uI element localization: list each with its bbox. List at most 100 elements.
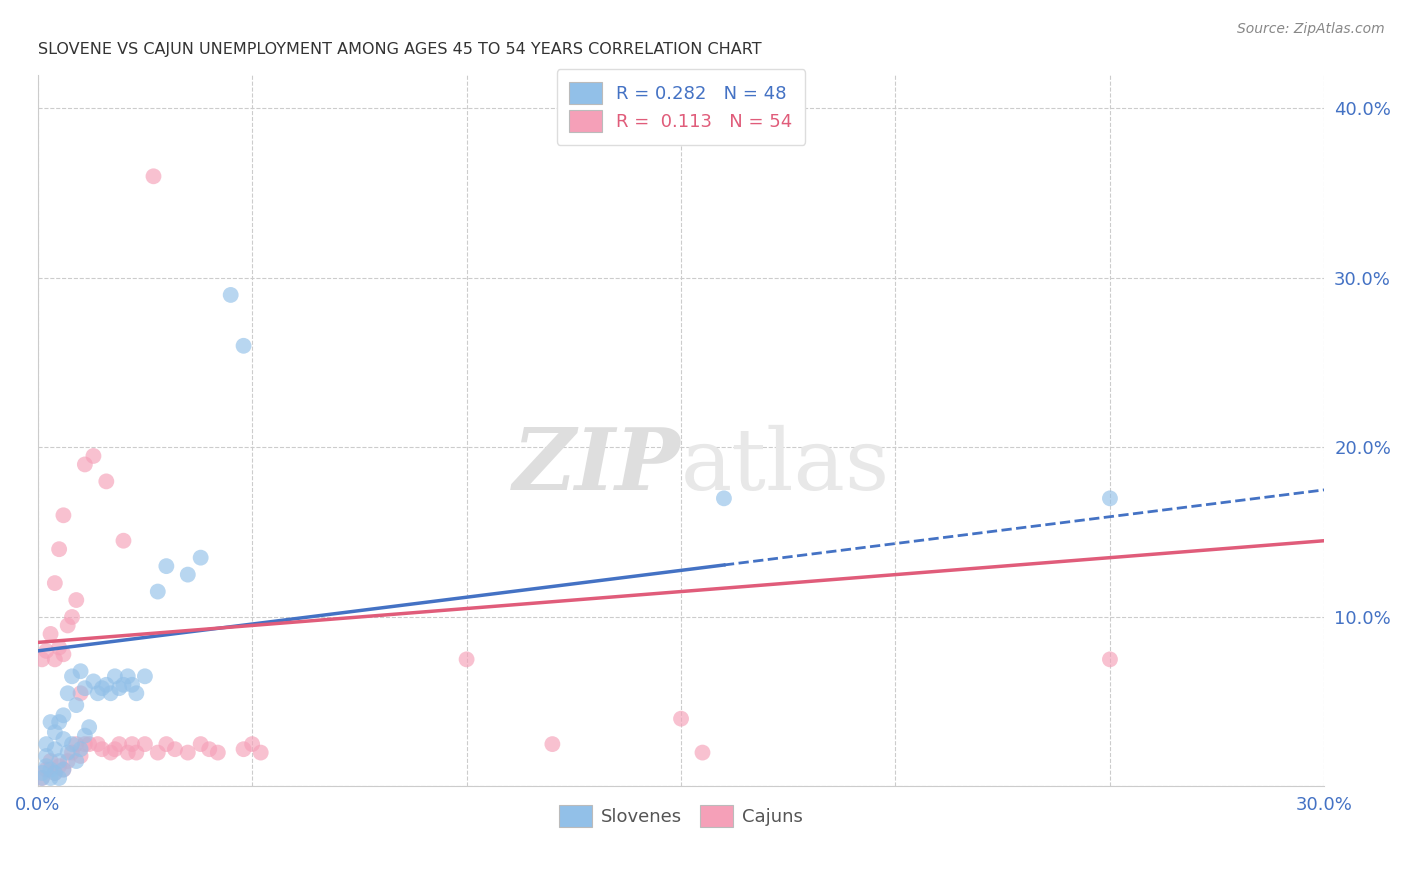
- Point: [48, 754, 70, 768]
- Point: [60, 669, 83, 683]
- Point: [31, 771, 53, 785]
- Point: [48, 714, 70, 729]
- Point: [163, 742, 186, 756]
- Point: [56, 746, 79, 760]
- Point: [39, 754, 62, 768]
- Point: [177, 746, 200, 760]
- Point: [39, 763, 62, 777]
- Point: [65, 698, 87, 712]
- Point: [65, 754, 87, 768]
- Point: [56, 686, 79, 700]
- Point: [146, 584, 169, 599]
- Point: [112, 533, 135, 548]
- Point: [35, 644, 58, 658]
- Point: [69, 686, 91, 700]
- Point: [108, 737, 131, 751]
- Point: [96, 678, 118, 692]
- Point: [35, 749, 58, 764]
- Point: [96, 475, 118, 489]
- Point: [35, 763, 58, 777]
- Point: [56, 618, 79, 632]
- Point: [60, 610, 83, 624]
- Point: [121, 678, 143, 692]
- Point: [82, 449, 104, 463]
- Legend: Slovenes, Cajuns: Slovenes, Cajuns: [553, 798, 810, 834]
- Point: [69, 749, 91, 764]
- Point: [240, 737, 263, 751]
- Point: [219, 288, 242, 302]
- Point: [73, 458, 96, 472]
- Text: Source: ZipAtlas.com: Source: ZipAtlas.com: [1237, 22, 1385, 37]
- Point: [190, 737, 212, 751]
- Text: SLOVENE VS CAJUN UNEMPLOYMENT AMONG AGES 45 TO 54 YEARS CORRELATION CHART: SLOVENE VS CAJUN UNEMPLOYMENT AMONG AGES…: [38, 42, 761, 57]
- Point: [249, 746, 271, 760]
- Point: [190, 550, 212, 565]
- Point: [77, 720, 100, 734]
- Point: [112, 678, 135, 692]
- Point: [48, 640, 70, 655]
- Point: [541, 737, 564, 751]
- Point: [117, 746, 139, 760]
- Point: [48, 542, 70, 557]
- Point: [91, 742, 114, 756]
- Point: [73, 729, 96, 743]
- Text: ZIP: ZIP: [513, 425, 681, 508]
- Point: [121, 737, 143, 751]
- Point: [52, 647, 75, 661]
- Point: [87, 686, 110, 700]
- Text: atlas: atlas: [681, 425, 890, 508]
- Point: [104, 669, 127, 683]
- Point: [100, 746, 122, 760]
- Point: [456, 652, 478, 666]
- Point: [142, 169, 165, 184]
- Point: [44, 742, 66, 756]
- Point: [39, 771, 62, 785]
- Point: [1098, 491, 1121, 506]
- Point: [44, 576, 66, 591]
- Point: [56, 754, 79, 768]
- Point: [60, 737, 83, 751]
- Point: [177, 567, 200, 582]
- Point: [60, 746, 83, 760]
- Point: [44, 766, 66, 780]
- Point: [52, 763, 75, 777]
- Point: [44, 725, 66, 739]
- Point: [1098, 652, 1121, 666]
- Point: [65, 593, 87, 607]
- Point: [232, 742, 254, 756]
- Point: [39, 714, 62, 729]
- Point: [669, 712, 692, 726]
- Point: [692, 746, 714, 760]
- Point: [35, 737, 58, 751]
- Point: [44, 652, 66, 666]
- Point: [31, 771, 53, 785]
- Point: [146, 746, 169, 760]
- Point: [52, 731, 75, 746]
- Point: [39, 627, 62, 641]
- Point: [232, 339, 254, 353]
- Point: [134, 737, 156, 751]
- Point: [100, 686, 122, 700]
- Point: [207, 746, 229, 760]
- Point: [52, 508, 75, 523]
- Point: [73, 681, 96, 695]
- Point: [134, 669, 156, 683]
- Point: [125, 686, 148, 700]
- Point: [48, 771, 70, 785]
- Point: [104, 742, 127, 756]
- Point: [77, 737, 100, 751]
- Point: [82, 674, 104, 689]
- Point: [52, 708, 75, 723]
- Point: [44, 766, 66, 780]
- Point: [198, 742, 221, 756]
- Point: [108, 681, 131, 695]
- Point: [73, 737, 96, 751]
- Point: [65, 737, 87, 751]
- Point: [35, 759, 58, 773]
- Point: [48, 759, 70, 773]
- Point: [31, 652, 53, 666]
- Point: [117, 669, 139, 683]
- Point: [155, 559, 177, 574]
- Point: [69, 664, 91, 678]
- Point: [155, 737, 177, 751]
